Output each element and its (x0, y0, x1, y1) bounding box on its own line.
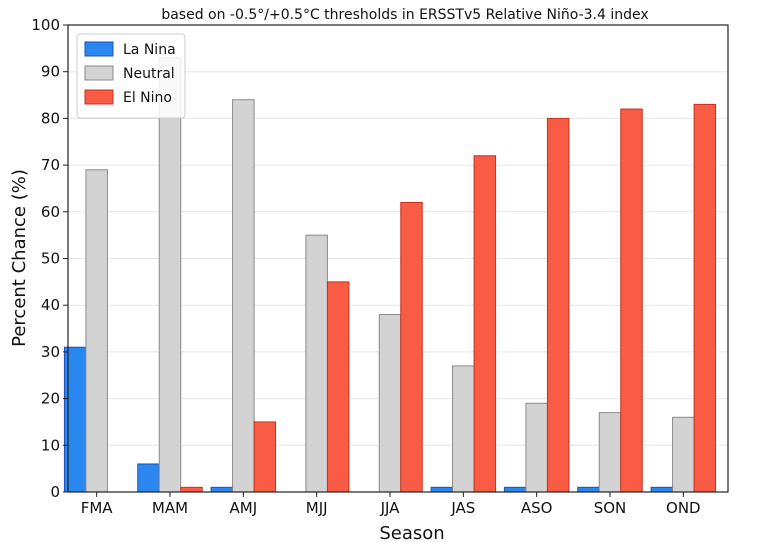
bar-neutral-aso (525, 402, 548, 493)
legend-label-neutral: Neutral (123, 66, 175, 82)
legend-label-la-nina: La Nina (123, 42, 176, 58)
y-tick-label: 90 (41, 63, 60, 81)
y-tick-label: 40 (41, 296, 60, 314)
bar-la-nina-aso (503, 486, 527, 493)
bar-el-nino-mam (180, 486, 203, 493)
bar-neutral-mjj (305, 234, 328, 493)
bar-la-nina-amj (210, 486, 234, 493)
legend-swatch-la-nina (84, 41, 114, 57)
bar-neutral-jas (452, 365, 475, 493)
bar-neutral-amj (232, 99, 255, 493)
y-tick-label: 10 (41, 436, 60, 454)
bar-la-nina-mam (137, 463, 160, 493)
legend: La Nina Neutral El Nino (76, 33, 186, 119)
x-tick-label: SON (594, 499, 627, 517)
y-tick-label: 0 (50, 483, 60, 501)
y-tick-label: 30 (41, 343, 60, 361)
x-tick-label: ASO (521, 499, 553, 517)
x-tick-label: MJJ (306, 499, 328, 517)
y-tick-label: 50 (41, 250, 60, 268)
bar-la-nina-son (577, 486, 600, 493)
y-axis-ticks: 0 10 20 30 40 50 60 70 80 90 100 (31, 16, 68, 501)
bar-el-nino-jas (473, 155, 497, 493)
bar-el-nino-amj (253, 421, 277, 493)
bar-el-nino-jja (400, 201, 423, 493)
legend-label-el-nino: El Nino (123, 90, 172, 106)
bar-la-nina-jas (430, 486, 454, 493)
bar-el-nino-ond (693, 103, 717, 493)
bar-el-nino-aso (546, 117, 570, 493)
y-axis-label: Percent Chance (%) (9, 169, 30, 347)
bar-neutral-fma (85, 169, 108, 493)
chart-title: based on -0.5°/+0.5°C thresholds in ERSS… (161, 7, 648, 23)
bars (63, 57, 717, 493)
bar-neutral-mam (158, 57, 182, 493)
bar-la-nina-ond (650, 486, 674, 493)
bar-neutral-jja (378, 314, 402, 493)
legend-swatch-neutral (84, 65, 114, 81)
y-tick-label: 80 (41, 109, 60, 127)
y-tick-label: 60 (41, 203, 60, 221)
x-axis-label: Season (379, 523, 444, 542)
bar-neutral-ond (672, 416, 695, 493)
bar-neutral-son (598, 412, 622, 493)
y-tick-label: 100 (31, 16, 60, 34)
x-tick-label: FMA (81, 499, 114, 517)
x-tick-label: AMJ (230, 499, 258, 517)
x-tick-label: JAS (450, 499, 475, 517)
y-tick-label: 70 (41, 156, 60, 174)
x-tick-label: MAM (152, 499, 188, 517)
x-axis-ticks: FMA MAM AMJ MJJ JJA JAS ASO SON OND (81, 492, 701, 517)
y-tick-label: 20 (41, 390, 60, 408)
x-tick-label: JJA (380, 499, 401, 517)
legend-swatch-el-nino (84, 89, 114, 105)
x-tick-label: OND (666, 499, 701, 517)
bar-el-nino-mjj (326, 281, 350, 493)
bar-el-nino-son (620, 108, 643, 493)
